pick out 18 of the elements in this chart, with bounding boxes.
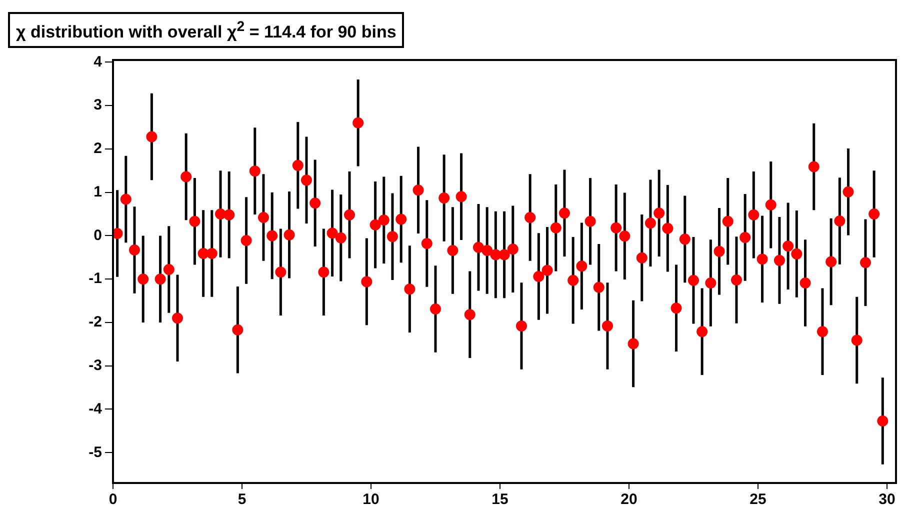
y-tick-label: 2: [94, 140, 102, 158]
x-tick-label: 20: [620, 491, 638, 506]
x-tick-label: 15: [492, 491, 508, 506]
y-tick-label: -4: [88, 400, 103, 418]
y-tick-label: 4: [94, 53, 103, 70]
y-tick-label: -5: [88, 444, 102, 461]
x-tick-label: 30: [878, 491, 896, 506]
y-tick-label: -1: [88, 270, 102, 288]
x-tick-label: 5: [238, 491, 246, 506]
y-tick-label: -3: [88, 357, 102, 374]
chart-title: χ distribution with overall χ$^{2}$ = 114.4 for 90 bins: [8, 12, 404, 48]
x-tick-label: 25: [750, 491, 766, 506]
y-tick-label: -2: [88, 314, 102, 331]
x-tick-label: 0: [108, 491, 118, 506]
x-tick-label: 10: [362, 491, 380, 506]
y-tick-label: 0: [94, 226, 102, 244]
y-tick-label: 3: [94, 96, 102, 114]
y-tick-label: 1: [94, 183, 102, 200]
